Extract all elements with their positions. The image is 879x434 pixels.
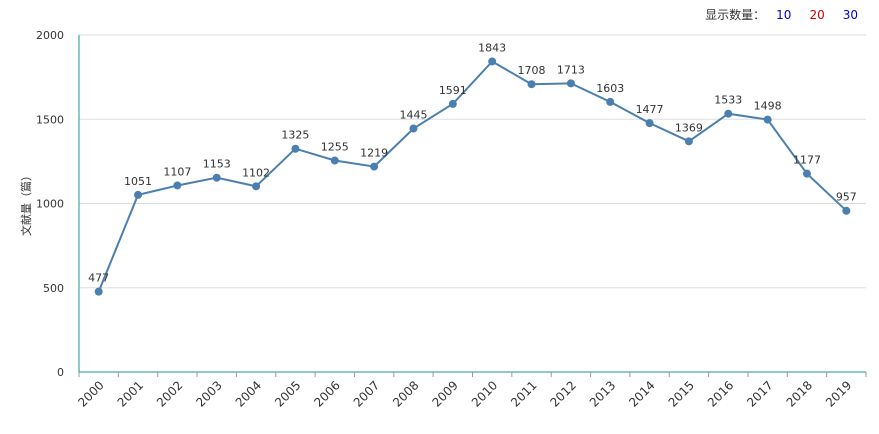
y-tick-label: 1000 — [36, 198, 64, 211]
data-point[interactable] — [134, 190, 143, 199]
data-label: 1051 — [124, 175, 152, 188]
data-label: 1102 — [242, 166, 270, 179]
data-point[interactable] — [448, 99, 457, 108]
x-tick-labels: 2000 2001 2002 2003 2004 2005 2006 2007 2008 2009… — [75, 378, 854, 409]
data-point[interactable] — [370, 162, 379, 171]
data-point[interactable] — [488, 57, 497, 66]
y-tick-label: 500 — [43, 282, 64, 295]
display-count-option-20[interactable]: 20 — [809, 8, 825, 22]
data-labels: 477 1051 1107 1153 1102 1325 1255 1219 1445 1591 1… — [88, 41, 857, 284]
data-point[interactable] — [842, 206, 851, 215]
x-tick-label: 2014 — [626, 378, 657, 409]
x-tick-label: 2002 — [154, 378, 185, 409]
data-label: 1533 — [714, 94, 742, 107]
data-label: 1255 — [321, 141, 349, 154]
data-point[interactable] — [645, 119, 654, 128]
data-point[interactable] — [94, 287, 103, 296]
x-tick-label: 2004 — [233, 378, 264, 409]
data-label: 1591 — [439, 84, 467, 97]
x-tick-label: 2001 — [115, 378, 146, 409]
x-tick-label: 2000 — [75, 378, 106, 409]
display-count-option-10[interactable]: 10 — [776, 8, 792, 22]
x-tick-label: 2005 — [272, 378, 303, 409]
data-label: 1708 — [518, 64, 546, 77]
data-label: 1177 — [793, 154, 821, 167]
data-label: 1498 — [754, 100, 782, 113]
data-label: 1219 — [360, 147, 388, 160]
data-label: 1153 — [203, 158, 231, 171]
grid-lines — [79, 34, 866, 289]
x-tick-label: 2008 — [390, 378, 421, 409]
data-label: 1713 — [557, 63, 585, 76]
data-label: 477 — [88, 272, 109, 285]
y-tick-labels: 0 500 1000 1500 2000 — [36, 29, 64, 379]
data-point[interactable] — [173, 181, 182, 190]
data-point[interactable] — [802, 169, 811, 178]
data-point[interactable] — [724, 109, 733, 118]
x-tick-label: 2003 — [193, 378, 224, 409]
display-count-option-30[interactable]: 30 — [842, 8, 858, 22]
axes — [78, 35, 867, 377]
data-label: 957 — [836, 191, 857, 204]
y-tick-label: 2000 — [36, 29, 64, 42]
data-label: 1477 — [636, 103, 664, 116]
data-point[interactable] — [763, 115, 772, 124]
x-tick-label: 2012 — [547, 378, 578, 409]
x-tick-label: 2006 — [311, 378, 342, 409]
x-tick-label: 2019 — [823, 378, 854, 409]
y-tick-label: 1500 — [36, 113, 64, 126]
data-label: 1843 — [478, 41, 506, 54]
data-point[interactable] — [330, 156, 339, 165]
data-label: 1603 — [596, 82, 624, 95]
data-label: 1107 — [163, 165, 191, 178]
x-tick-label: 2016 — [705, 378, 736, 409]
series-line-group — [97, 60, 847, 292]
x-tick-label: 2018 — [784, 378, 815, 409]
data-point[interactable] — [409, 124, 418, 133]
data-label: 1445 — [399, 109, 427, 122]
y-tick-label: 0 — [57, 366, 64, 379]
data-point[interactable] — [212, 173, 221, 182]
data-point[interactable] — [527, 80, 536, 89]
x-tick-label: 2007 — [351, 378, 382, 409]
data-label: 1369 — [675, 121, 703, 134]
series-line — [97, 60, 847, 292]
display-count-control: 显示数量： 10 20 30 — [705, 6, 865, 24]
display-count-label: 显示数量： — [705, 8, 766, 22]
x-tick-label: 2013 — [587, 378, 618, 409]
data-point[interactable] — [291, 144, 300, 153]
data-point[interactable] — [684, 137, 693, 146]
data-points — [94, 57, 851, 296]
x-tick-label: 2010 — [469, 378, 500, 409]
data-point[interactable] — [606, 97, 615, 106]
x-tick-label: 2015 — [666, 378, 697, 409]
x-tick-label: 2017 — [744, 378, 775, 409]
y-axis-label: 文献量（篇） — [19, 170, 33, 236]
data-label: 1325 — [281, 129, 309, 142]
x-tick-label: 2011 — [508, 378, 539, 409]
data-point[interactable] — [566, 79, 575, 88]
x-tick-label: 2009 — [429, 378, 460, 409]
data-point[interactable] — [252, 182, 261, 191]
